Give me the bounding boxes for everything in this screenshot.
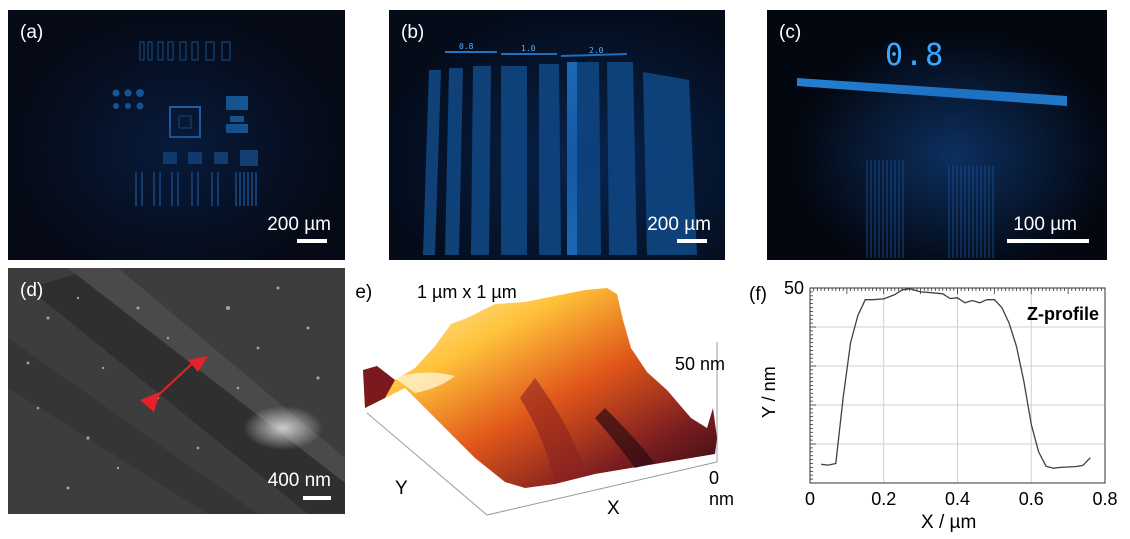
panel-e-surface [363, 288, 718, 516]
panel-b-label: (b) [401, 22, 425, 43]
y-axis-label: Y / nm [759, 366, 779, 418]
panel-d-scale-label: 400 nm [267, 470, 331, 491]
panel-e-y-axis: Y [395, 478, 408, 499]
panel-e-z-bottom: 0 nm [709, 468, 735, 509]
panel-b-mark-1: 0.8 [459, 42, 474, 51]
panel-e-afm: (e) 1 µm x 1 µm 50 nm 0 nm X Y [355, 268, 740, 533]
panel-f-chart: 0 0.2 0.4 0.6 0.8 50 (f) Z-profile Y / nm X /… [745, 268, 1130, 539]
panel-c-label: (c) [779, 22, 802, 43]
panel-b-image: 0.8 1.0 2.0 (b) 200 µm [389, 10, 725, 260]
x-tick-label: 0.6 [1019, 489, 1044, 509]
y-tick-label: 50 [784, 278, 804, 298]
profile-chart: 0 0.2 0.4 0.6 0.8 50 [784, 278, 1118, 509]
panel-f-label: (f) [749, 284, 767, 305]
panel-a-scale-label: 200 µm [267, 214, 331, 235]
panel-b-scale-bar [677, 239, 707, 243]
panel-e-z-top: 50 nm [675, 354, 726, 374]
panel-e-x-axis: X [607, 498, 620, 519]
panel-d-scale-bar [303, 496, 331, 500]
x-tick-label: 0.8 [1092, 489, 1117, 509]
panel-c-scale-bar [1007, 239, 1089, 243]
panel-c-scale-label: 100 µm [1013, 214, 1077, 235]
panel-d-image: (d) 400 nm [8, 268, 345, 514]
x-axis-label: X / µm [921, 512, 977, 533]
profile-series-line [821, 288, 1091, 469]
chart-title: Z-profile [1027, 304, 1099, 324]
panel-d-sem [8, 268, 345, 514]
panel-a-scale-bar [297, 239, 327, 243]
panel-e-size: 1 µm x 1 µm [417, 282, 517, 302]
panel-d-label: (d) [20, 280, 44, 301]
x-tick-label: 0.2 [871, 489, 896, 509]
panel-a-image: (a) 200 µm [8, 10, 345, 260]
panel-e-label: (e) [355, 282, 373, 303]
x-tick-label: 0 [805, 489, 815, 509]
panel-b-scale-label: 200 µm [647, 214, 711, 235]
panel-c-mark: 0.8 [885, 38, 946, 73]
panel-a-label: (a) [20, 22, 44, 43]
panel-b-mark-3: 2.0 [589, 46, 604, 55]
panel-c-image: 0.8 (c) 100 µm [767, 10, 1107, 260]
panel-b-mark-2: 1.0 [521, 44, 536, 53]
panel-d-measure-arrow [140, 356, 208, 412]
x-tick-label: 0.4 [945, 489, 970, 509]
